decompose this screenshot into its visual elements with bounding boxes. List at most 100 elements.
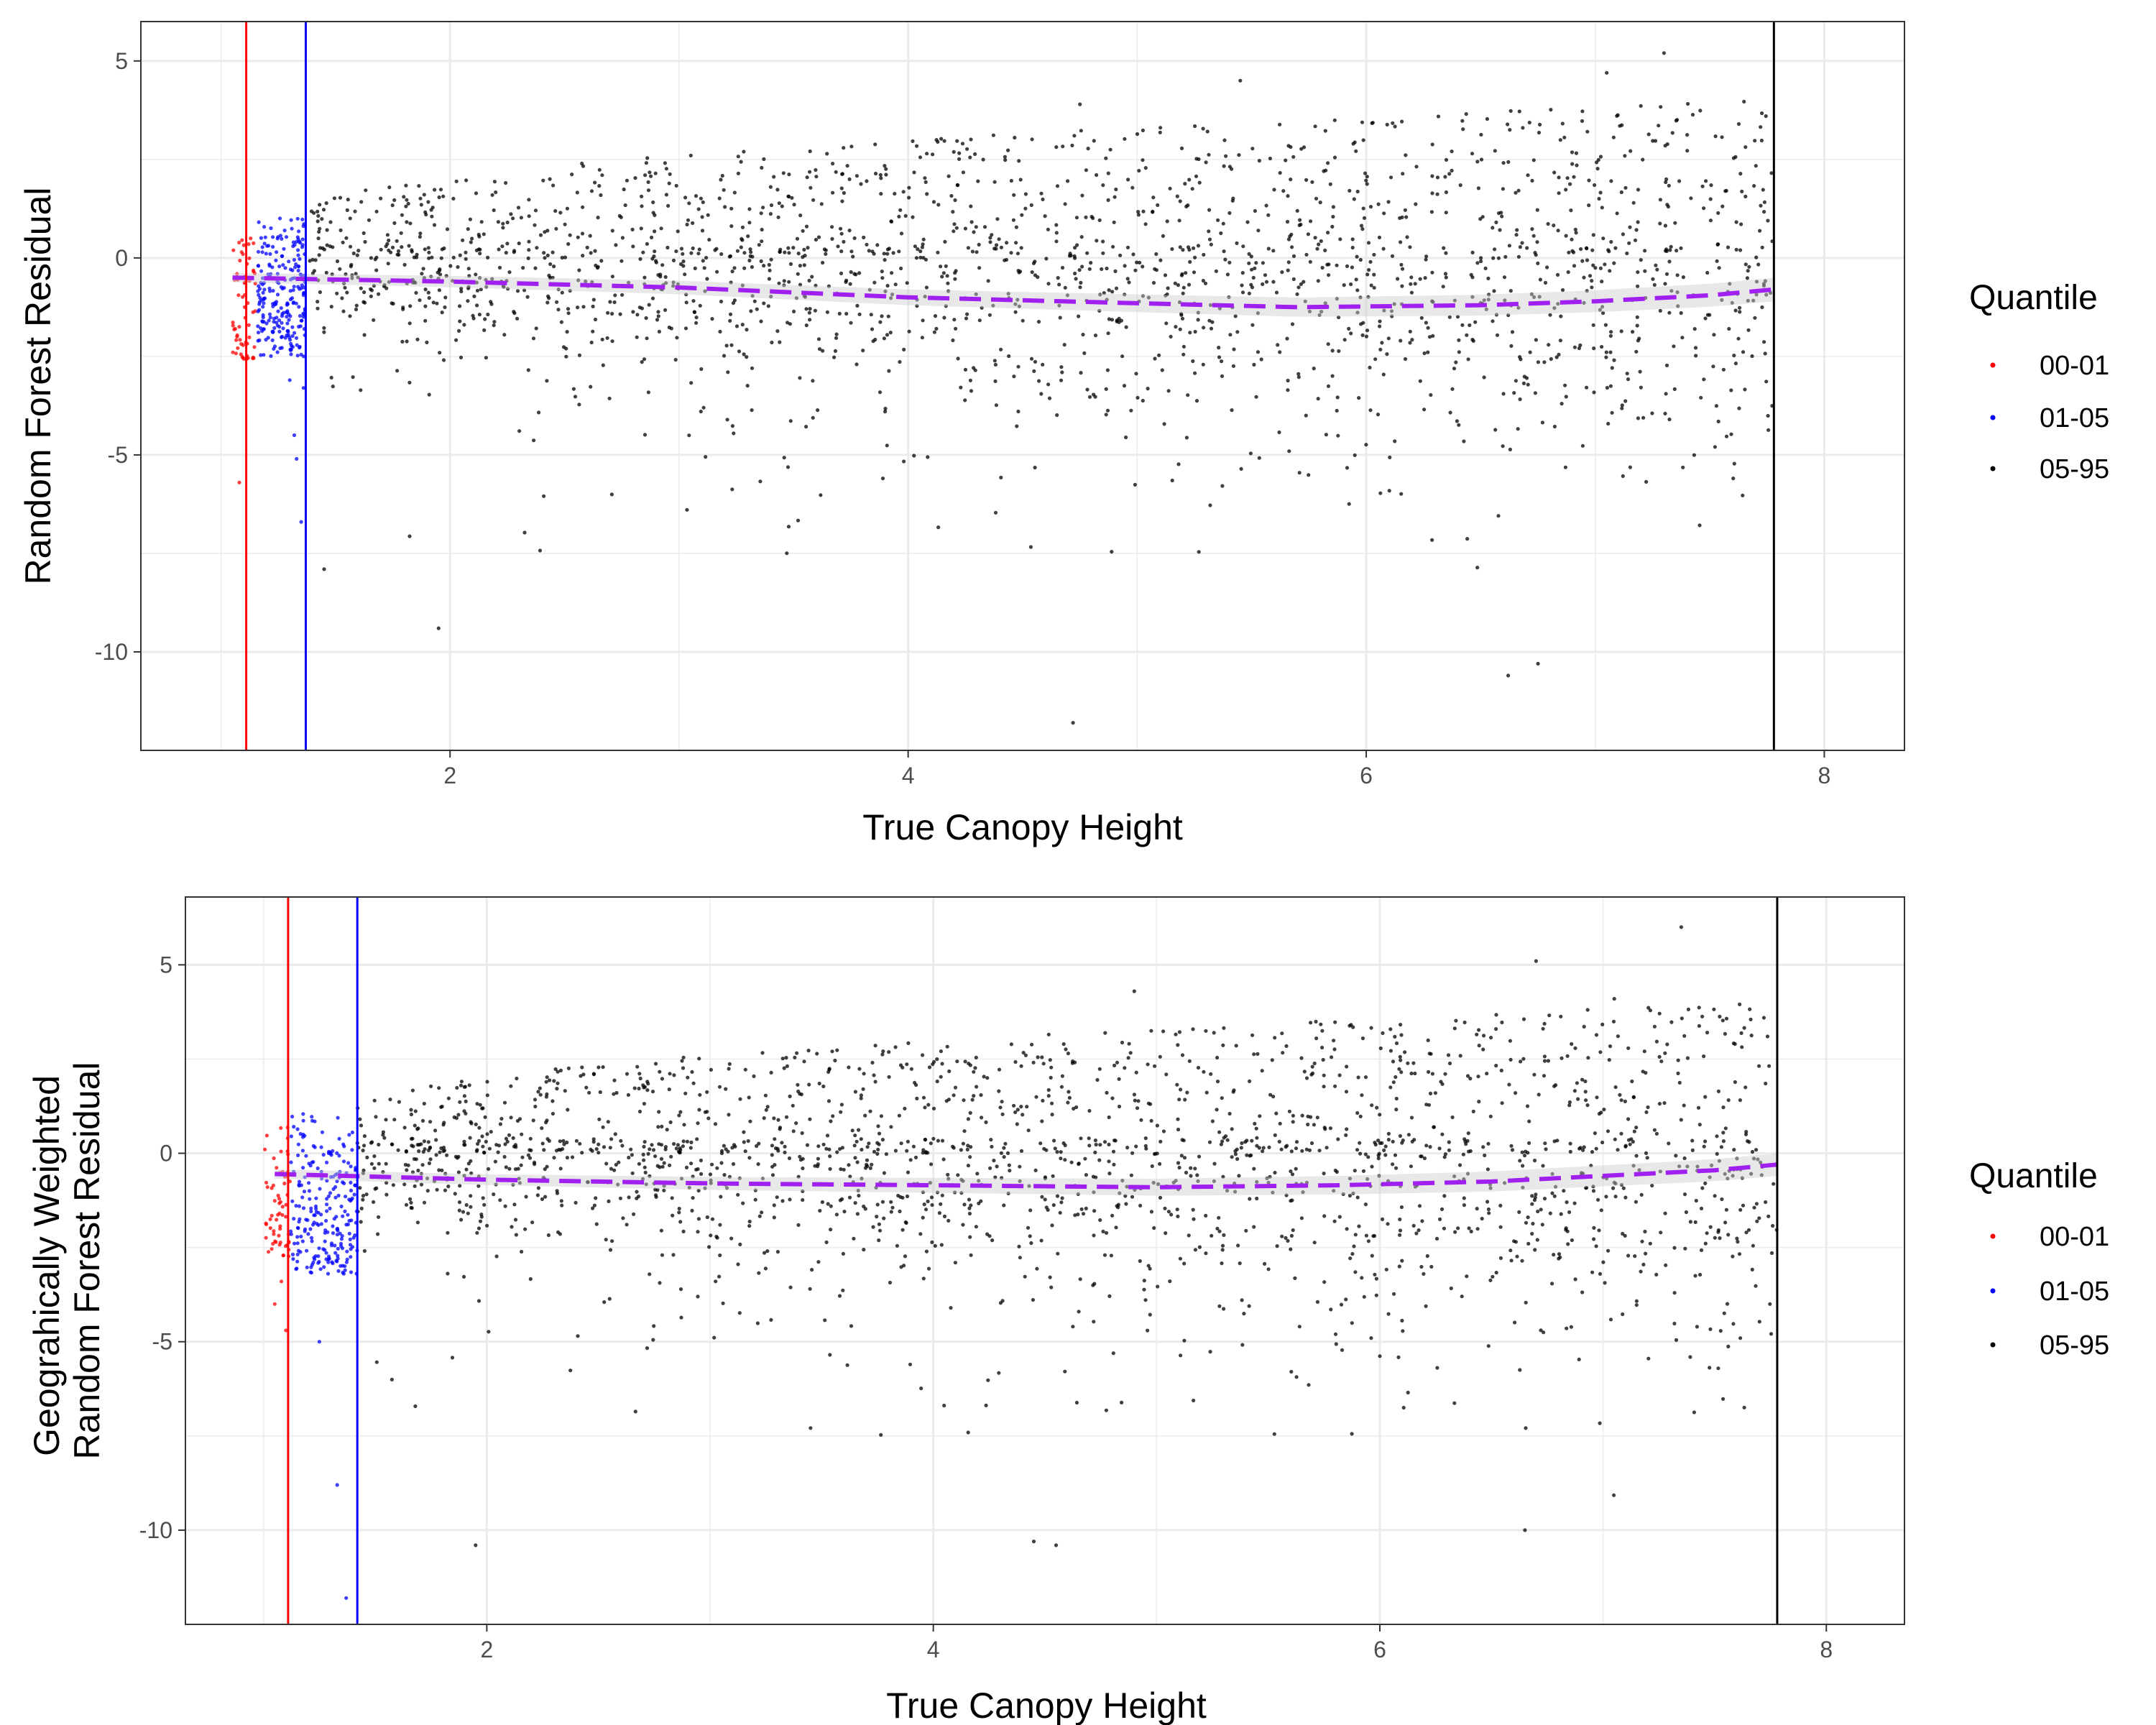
point-05-95 [1703,1095,1708,1099]
point-05-95 [1237,153,1241,157]
point-05-95 [885,252,890,256]
point-05-95 [1408,341,1412,345]
point-05-95 [512,310,516,314]
point-05-95 [760,1177,765,1181]
point-05-95 [1604,355,1608,359]
point-05-95 [568,288,572,293]
point-05-95 [1146,1062,1150,1067]
point-05-95 [1158,1162,1162,1166]
point-05-95 [1030,270,1034,275]
point-05-95 [1143,1136,1148,1141]
point-05-95 [596,1065,601,1070]
point-05-95 [1702,206,1706,211]
point-05-95 [505,242,510,246]
point-05-95 [1739,222,1743,226]
point-05-95 [1322,169,1326,173]
x-tick-label: 4 [902,763,915,788]
point-05-95 [979,1092,983,1098]
point-05-95 [1442,1155,1447,1159]
point-05-95 [1337,1215,1342,1219]
point-05-95 [1319,239,1323,244]
point-05-95 [696,1230,700,1234]
point-05-95 [921,318,925,323]
point-05-95 [877,1222,881,1226]
point-05-95 [1623,154,1627,158]
point-05-95 [1499,1068,1503,1072]
point-05-95 [464,257,468,261]
point-05-95 [1248,1079,1252,1083]
point-01-05 [282,285,286,290]
point-05-95 [1284,1193,1289,1197]
point-00-01 [237,240,241,245]
point-05-95 [877,1228,883,1233]
point-05-95 [618,312,622,316]
point-05-95 [997,237,1001,242]
point-05-95 [762,264,766,268]
point-05-95 [1703,1181,1708,1185]
point-05-95 [1672,344,1676,349]
point-05-95 [813,308,817,313]
point-05-95 [1731,477,1736,481]
point-05-95 [1143,1144,1148,1148]
point-05-95 [770,1173,775,1177]
point-05-95 [1525,246,1529,250]
point-05-95 [1756,1157,1760,1162]
point-05-95 [1721,1139,1726,1144]
point-05-95 [1607,1058,1611,1062]
point-05-95 [1663,1211,1667,1215]
point-05-95 [890,1205,895,1210]
point-01-05 [282,247,286,251]
point-01-05 [277,264,282,269]
point-05-95 [998,1301,1003,1305]
point-05-95 [1385,122,1389,126]
point-01-05 [346,1213,350,1217]
point-05-95 [462,1174,466,1178]
point-05-95 [1562,1189,1566,1193]
point-05-95 [975,1085,979,1089]
point-05-95 [1509,1144,1514,1148]
point-05-95 [535,246,539,250]
point-05-95 [681,1229,686,1233]
point-05-95 [1460,323,1465,327]
point-05-95 [1560,1056,1564,1060]
top-chart-panel: 2 4 6 850-5-10 True Canopy Height Random Fo… [18,21,2109,847]
point-05-95 [816,408,820,413]
point-05-95 [804,425,808,429]
point-05-95 [1650,411,1654,415]
point-05-95 [1486,276,1491,280]
point-05-95 [1419,1154,1423,1159]
point-05-95 [1744,1230,1749,1235]
point-05-95 [1110,290,1115,294]
point-05-95 [728,318,732,323]
point-05-95 [1302,1070,1307,1074]
point-01-05 [259,236,263,240]
point-05-95 [1567,250,1571,254]
point-05-95 [492,208,496,213]
point-05-95 [667,1087,671,1092]
point-05-95 [432,223,437,227]
point-05-95 [691,1196,695,1200]
point-05-95 [700,229,705,233]
point-05-95 [1039,392,1044,396]
point-05-95 [1567,1103,1572,1108]
point-05-95 [1054,239,1059,244]
point-05-95 [444,274,448,278]
point-05-95 [1122,384,1127,388]
point-05-95 [730,487,734,492]
point-05-95 [443,1188,448,1192]
point-05-95 [329,305,333,309]
point-05-95 [897,1113,901,1118]
point-05-95 [528,1276,533,1282]
point-05-95 [1105,1090,1109,1095]
point-05-95 [877,1131,882,1136]
point-05-95 [464,178,469,183]
point-05-95 [964,316,969,321]
point-05-95 [651,200,655,205]
point-05-95 [966,1117,970,1121]
point-05-95 [619,259,624,263]
point-01-05 [296,285,300,289]
point-05-95 [1019,246,1023,250]
point-05-95 [801,1189,805,1193]
point-01-05 [285,334,289,338]
point-05-95 [1354,277,1358,282]
